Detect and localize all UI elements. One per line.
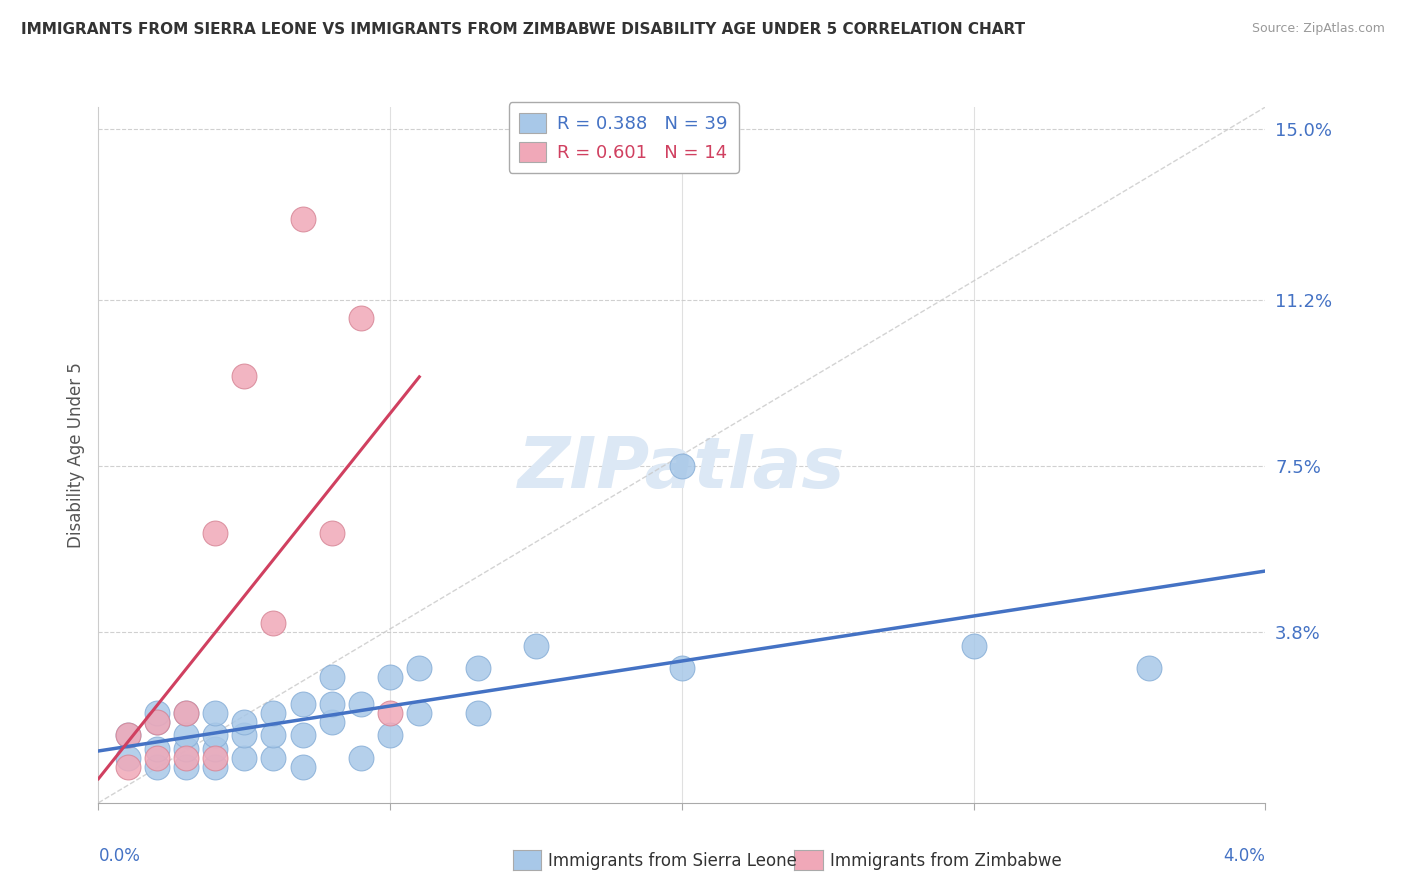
Point xyxy=(117,751,139,765)
Point xyxy=(380,706,402,720)
Text: 4.0%: 4.0% xyxy=(1223,847,1265,865)
Point xyxy=(350,697,373,711)
Point xyxy=(204,729,226,743)
Point xyxy=(524,639,547,653)
Point xyxy=(380,729,402,743)
Point xyxy=(262,751,284,765)
Point xyxy=(291,760,314,774)
Point xyxy=(204,751,226,765)
Point xyxy=(204,526,226,541)
Legend: R = 0.388   N = 39, R = 0.601   N = 14: R = 0.388 N = 39, R = 0.601 N = 14 xyxy=(509,103,738,173)
Point xyxy=(1137,661,1160,675)
Text: Immigrants from Zimbabwe: Immigrants from Zimbabwe xyxy=(830,852,1062,870)
Point xyxy=(204,760,226,774)
Point xyxy=(321,697,343,711)
Point xyxy=(146,742,169,756)
Point xyxy=(174,742,197,756)
Point xyxy=(291,697,314,711)
Point xyxy=(233,369,256,384)
Point xyxy=(321,526,343,541)
Text: IMMIGRANTS FROM SIERRA LEONE VS IMMIGRANTS FROM ZIMBABWE DISABILITY AGE UNDER 5 : IMMIGRANTS FROM SIERRA LEONE VS IMMIGRAN… xyxy=(21,22,1025,37)
Point xyxy=(174,706,197,720)
Point xyxy=(117,729,139,743)
Point xyxy=(204,742,226,756)
Point xyxy=(467,661,489,675)
Point xyxy=(117,729,139,743)
Point xyxy=(962,639,984,653)
Point xyxy=(291,212,314,227)
Point xyxy=(233,714,256,729)
Point xyxy=(117,760,139,774)
Text: Source: ZipAtlas.com: Source: ZipAtlas.com xyxy=(1251,22,1385,36)
Text: ZIPatlas: ZIPatlas xyxy=(519,434,845,503)
Point xyxy=(671,459,693,474)
Point xyxy=(174,729,197,743)
Point xyxy=(233,729,256,743)
Point xyxy=(408,706,430,720)
Point xyxy=(146,714,169,729)
Text: 0.0%: 0.0% xyxy=(98,847,141,865)
Point xyxy=(671,661,693,675)
Point xyxy=(262,729,284,743)
Y-axis label: Disability Age Under 5: Disability Age Under 5 xyxy=(66,362,84,548)
Point xyxy=(146,714,169,729)
Point xyxy=(262,706,284,720)
Point xyxy=(467,706,489,720)
Point xyxy=(408,661,430,675)
Point xyxy=(233,751,256,765)
Point xyxy=(146,760,169,774)
Point xyxy=(350,751,373,765)
Point xyxy=(146,706,169,720)
Point xyxy=(262,616,284,631)
Point xyxy=(146,751,169,765)
Point xyxy=(321,670,343,684)
Point xyxy=(204,706,226,720)
Point xyxy=(321,714,343,729)
Point xyxy=(350,311,373,326)
Point xyxy=(174,706,197,720)
Point xyxy=(380,670,402,684)
Point xyxy=(174,751,197,765)
Point xyxy=(174,760,197,774)
Point xyxy=(291,729,314,743)
Text: Immigrants from Sierra Leone: Immigrants from Sierra Leone xyxy=(548,852,797,870)
